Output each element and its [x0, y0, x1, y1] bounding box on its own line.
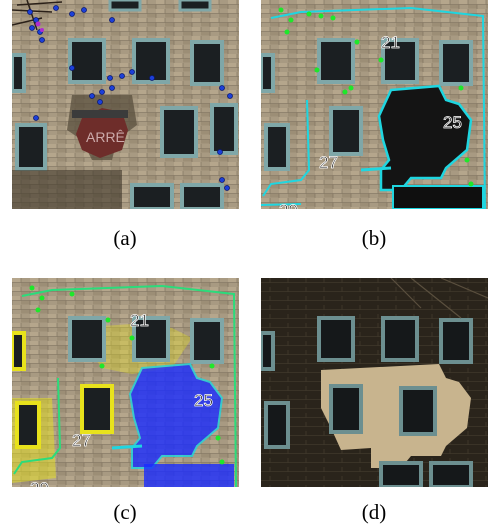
panel-a: ARRÊ [12, 0, 239, 209]
label-25: 25 [194, 391, 213, 410]
caption-a: (a) [113, 226, 137, 250]
panel-d [261, 278, 488, 487]
caption-c: (c) [113, 500, 137, 524]
panel-c: 21 25 27 29 [12, 278, 239, 487]
panel-b: 21 25 27 29 [261, 0, 488, 209]
label-21: 21 [130, 311, 149, 330]
label-29: 29 [279, 201, 298, 209]
label-29: 29 [30, 479, 49, 487]
label-25: 25 [443, 113, 462, 132]
caption-b: (b) [361, 226, 387, 250]
label-21: 21 [381, 33, 400, 52]
label-27: 27 [72, 431, 91, 450]
svg-text:ARRÊ: ARRÊ [86, 129, 125, 145]
caption-d: (d) [361, 500, 387, 524]
label-27: 27 [319, 153, 338, 172]
